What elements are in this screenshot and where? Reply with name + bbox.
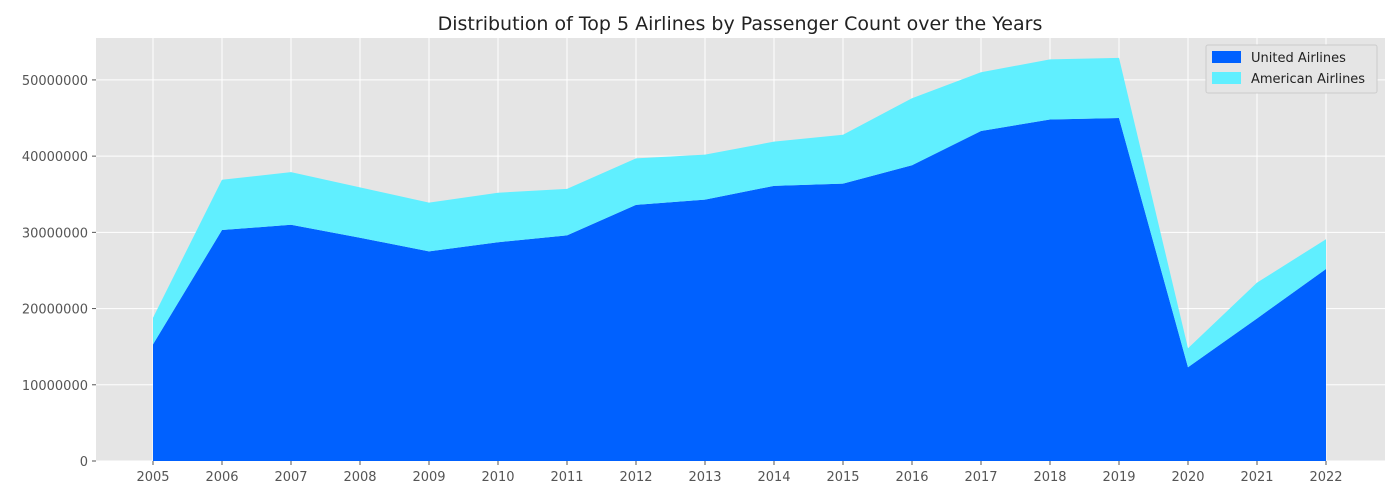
x-tick-label: 2016 bbox=[895, 470, 928, 485]
x-tick-label: 2019 bbox=[1102, 470, 1135, 485]
legend-label-united: United Airlines bbox=[1251, 51, 1346, 66]
y-tick-label: 10000000 bbox=[22, 379, 88, 394]
x-tick-label: 2017 bbox=[964, 470, 997, 485]
legend-swatch-american bbox=[1212, 72, 1241, 84]
area-series-united-airlines bbox=[153, 118, 1326, 461]
x-tick-label: 2018 bbox=[1033, 470, 1066, 485]
x-axis-ticks: 2005 2006 2007 2008 2009 2010 2011 2012 2013 2014… bbox=[136, 461, 1343, 485]
x-tick-label: 2009 bbox=[412, 470, 445, 485]
x-tick-label: 2022 bbox=[1309, 470, 1342, 485]
x-tick-label: 2007 bbox=[274, 470, 307, 485]
x-tick-label: 2015 bbox=[826, 470, 859, 485]
area-series-american-airlines bbox=[153, 57, 1326, 368]
x-tick-label: 2014 bbox=[757, 470, 790, 485]
series-areas bbox=[153, 57, 1326, 461]
x-tick-label: 2011 bbox=[550, 470, 583, 485]
chart-title: Distribution of Top 5 Airlines by Passen… bbox=[438, 13, 1043, 35]
legend-label-american: American Airlines bbox=[1251, 72, 1365, 87]
legend-swatch-united bbox=[1212, 51, 1241, 63]
x-tick-label: 2005 bbox=[136, 470, 169, 485]
legend: United Airlines American Airlines bbox=[1205, 44, 1378, 94]
y-tick-label: 20000000 bbox=[22, 303, 88, 318]
y-tick-label: 0 bbox=[80, 455, 88, 470]
legend-box bbox=[1205, 44, 1378, 94]
x-tick-label: 2006 bbox=[205, 470, 238, 485]
y-tick-label: 30000000 bbox=[22, 226, 88, 241]
y-tick-label: 40000000 bbox=[22, 150, 88, 165]
x-tick-label: 2021 bbox=[1240, 470, 1273, 485]
y-tick-label: 50000000 bbox=[22, 74, 88, 89]
x-tick-label: 2013 bbox=[688, 470, 721, 485]
y-axis-ticks: 0 10000000 20000000 30000000 40000000 5000000… bbox=[22, 74, 96, 470]
x-tick-label: 2012 bbox=[619, 470, 652, 485]
x-tick-label: 2010 bbox=[481, 470, 514, 485]
x-tick-label: 2020 bbox=[1171, 470, 1204, 485]
x-tick-label: 2008 bbox=[343, 470, 376, 485]
